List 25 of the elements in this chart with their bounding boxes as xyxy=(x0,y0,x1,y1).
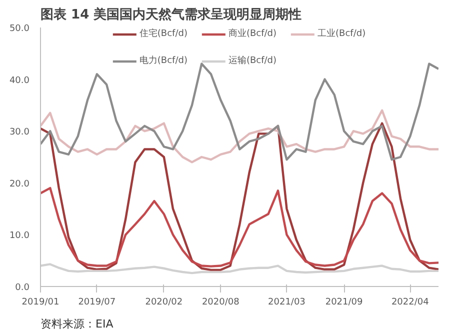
line-series xyxy=(40,263,438,274)
x-tick-label: 2020/08 xyxy=(202,298,240,308)
y-tick-label: 50.0 xyxy=(9,24,30,34)
line-series xyxy=(40,122,438,272)
x-tick-label: 2019/01 xyxy=(22,298,60,308)
text: 资料来源：EIA xyxy=(40,318,114,330)
y-tick-label: 40.0 xyxy=(9,76,30,86)
line-series xyxy=(40,186,438,268)
legend-label: 住宅(Bcf/d) xyxy=(139,28,188,40)
legend-label: 运输(Bcf/d) xyxy=(228,54,277,67)
legend-label: 电力(Bcf/d) xyxy=(139,54,188,67)
y-tick-label: 20.0 xyxy=(9,179,30,190)
y-tick-label: 0.0 xyxy=(15,283,30,293)
y-tick-label: 10.0 xyxy=(9,231,30,242)
legend-label: 商业(Bcf/d) xyxy=(228,28,277,40)
x-tick-label: 2021/03 xyxy=(268,298,306,308)
chart-title: 图表 14 美国国内天然气需求呈现明显周期性 xyxy=(40,6,302,22)
x-tick-label: 2022/04 xyxy=(391,298,430,308)
legend-label: 工业(Bcf/d) xyxy=(318,28,366,40)
line-series xyxy=(40,109,438,164)
line-series xyxy=(40,62,438,161)
x-tick-label: 2021/09 xyxy=(325,298,364,308)
y-tick-label: 30.0 xyxy=(9,128,30,138)
x-tick-label: 2019/07 xyxy=(78,298,116,308)
x-tick-label: 2020/02 xyxy=(145,298,183,308)
